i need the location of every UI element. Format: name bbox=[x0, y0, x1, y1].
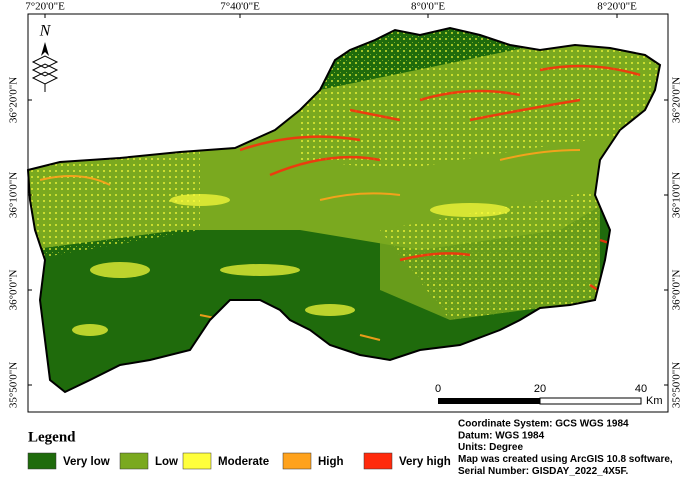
legend-label: High bbox=[318, 456, 344, 468]
legend-swatch bbox=[119, 452, 149, 470]
legend-label: Moderate bbox=[218, 456, 269, 468]
longitude-label: 8°20'0"E bbox=[597, 1, 637, 13]
scale-unit: Km bbox=[646, 395, 663, 407]
scale-label: 40 bbox=[635, 383, 647, 395]
scale-bar bbox=[438, 397, 642, 405]
legend-swatch bbox=[363, 452, 393, 470]
longitude-label: 8°0'0"E bbox=[411, 1, 445, 13]
note-line: Units: Degree bbox=[458, 442, 523, 453]
latitude-label: 35°50'0"N bbox=[8, 362, 20, 408]
legend-title: Legend bbox=[28, 429, 76, 445]
longitude-label: 7°20'0"E bbox=[25, 1, 65, 13]
legend-label: Very high bbox=[399, 456, 451, 468]
legend-swatch bbox=[182, 452, 212, 470]
scale-label: 0 bbox=[435, 383, 441, 395]
note-line: Map was created using ArcGIS 10.8 softwa… bbox=[458, 454, 673, 465]
latitude-label: 36°10'0"N bbox=[8, 172, 20, 218]
note-line: Serial Number: GISDAY_2022_4X5F. bbox=[458, 466, 628, 476]
note-line: Coordinate System: GCS WGS 1984 bbox=[458, 419, 629, 430]
legend-swatch bbox=[282, 452, 312, 470]
latitude-label: 36°0'0"N bbox=[8, 270, 20, 311]
longitude-label: 7°40'0"E bbox=[220, 1, 260, 13]
north-arrow: N bbox=[31, 23, 59, 92]
latitude-label: 36°20'0"N bbox=[671, 77, 683, 123]
latitude-label: 35°50'0"N bbox=[671, 362, 683, 408]
legend-label: Very low bbox=[63, 456, 110, 468]
note-line: Datum: WGS 1984 bbox=[458, 430, 545, 441]
legend: Very low Low Moderate High Very high bbox=[27, 452, 451, 470]
latitude-label: 36°10'0"N bbox=[671, 172, 683, 218]
legend-swatch bbox=[27, 452, 57, 470]
north-label: N bbox=[39, 23, 52, 40]
scale-label: 20 bbox=[534, 383, 546, 395]
latitude-label: 36°20'0"N bbox=[8, 77, 20, 123]
legend-label: Low bbox=[155, 456, 178, 468]
latitude-label: 36°0'0"N bbox=[671, 270, 683, 311]
graticule: 7°20'0"E 7°40'0"E 8°0'0"E 8°20'0"E 36°20'0"N… bbox=[8, 1, 683, 409]
